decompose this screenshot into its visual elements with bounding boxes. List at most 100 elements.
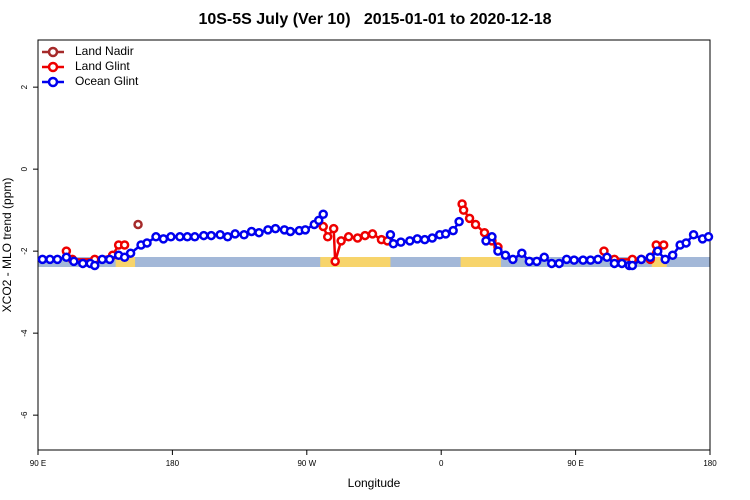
- data-point: [703, 232, 714, 242]
- data-point: [175, 232, 185, 242]
- data-point: [222, 232, 233, 242]
- data-point: [318, 209, 328, 219]
- data-point: [343, 232, 354, 242]
- data-point: [532, 256, 542, 267]
- data-point: [660, 254, 670, 265]
- data-point: [561, 254, 572, 265]
- data-point: [627, 260, 638, 271]
- x-tick-label: 90 W: [297, 459, 316, 468]
- data-point: [454, 216, 464, 227]
- data-point: [617, 258, 627, 269]
- data-point: [658, 240, 669, 250]
- data-point: [539, 252, 549, 263]
- data-point: [45, 254, 55, 265]
- data-point: [405, 236, 415, 246]
- x-tick-label: 90 E: [567, 459, 583, 468]
- data-point: [104, 254, 115, 265]
- data-point: [313, 215, 324, 226]
- data-point: [318, 221, 328, 232]
- data-point: [166, 232, 176, 242]
- data-point: [508, 254, 518, 265]
- data-point: [458, 205, 469, 215]
- data-point: [190, 232, 200, 242]
- data-point: [246, 226, 257, 237]
- data-point: [569, 255, 579, 265]
- data-point: [119, 252, 130, 263]
- x-tick-label: 180: [703, 459, 717, 468]
- data-point: [37, 254, 48, 265]
- data-point: [681, 238, 691, 248]
- data-point: [270, 223, 281, 234]
- data-point: [336, 236, 346, 246]
- data-point: [151, 232, 161, 242]
- data-point: [464, 213, 475, 224]
- data-point: [230, 229, 240, 239]
- data-point: [206, 230, 216, 241]
- x-tick-label: 180: [166, 459, 180, 468]
- data-point: [285, 226, 296, 237]
- data-point: [133, 219, 143, 230]
- y-tick-label: -4: [20, 329, 29, 337]
- x-tick-label: 90 E: [30, 459, 46, 468]
- x-tick-label: 0: [439, 459, 444, 468]
- data-point: [199, 230, 209, 241]
- data-point: [427, 233, 437, 243]
- data-point: [215, 230, 225, 240]
- data-point: [119, 240, 130, 250]
- data-point: [645, 252, 656, 263]
- data-point: [412, 234, 423, 244]
- data-point: [328, 223, 339, 234]
- data-point: [517, 248, 527, 258]
- chart-title: 10S-5S July (Ver 10) 2015-01-01 to 2020-…: [198, 11, 551, 28]
- data-point: [254, 227, 264, 238]
- data-point: [388, 239, 399, 249]
- data-point: [322, 232, 333, 242]
- data-point: [69, 256, 79, 267]
- y-axis-label: XCO2 - MLO trend (ppm): [0, 178, 14, 313]
- legend-label: Ocean Glint: [75, 74, 139, 88]
- data-point: [300, 225, 311, 235]
- data-point: [554, 258, 564, 269]
- data-point: [500, 250, 511, 260]
- data-point: [688, 230, 699, 240]
- data-point: [360, 230, 370, 241]
- data-point: [52, 254, 63, 265]
- land-strip: [460, 257, 501, 267]
- legend-label: Land Glint: [75, 59, 130, 73]
- land-strip: [115, 257, 136, 267]
- data-point: [470, 219, 481, 230]
- legend-label: Land Nadir: [75, 44, 134, 58]
- data-point: [479, 227, 490, 238]
- data-point: [493, 246, 503, 256]
- data-point: [396, 237, 406, 247]
- data-point: [585, 255, 596, 265]
- data-point: [89, 260, 100, 271]
- data-point: [125, 248, 136, 258]
- y-tick-label: -6: [20, 411, 29, 419]
- data-point: [667, 250, 678, 260]
- legend-marker: [47, 46, 59, 58]
- data-point: [578, 255, 588, 265]
- data-point: [182, 232, 193, 242]
- land-strip: [320, 257, 391, 267]
- legend-marker: [47, 61, 59, 73]
- land-strip: [651, 257, 667, 267]
- y-tick-label: 2: [20, 84, 29, 89]
- data-point: [609, 258, 620, 269]
- data-point: [97, 254, 107, 265]
- x-axis-label: Longitude: [348, 476, 401, 490]
- data-point: [593, 254, 603, 265]
- data-point: [420, 234, 430, 245]
- data-point: [263, 225, 273, 235]
- data-point: [385, 230, 396, 240]
- data-point: [652, 246, 663, 256]
- data-point: [239, 230, 249, 240]
- data-point: [352, 233, 363, 243]
- data-point: [61, 252, 72, 263]
- y-tick-label: 0: [20, 166, 29, 171]
- y-tick-label: -2: [20, 247, 29, 255]
- legend-marker: [47, 76, 59, 88]
- data-point: [524, 256, 535, 267]
- data-point: [602, 252, 612, 263]
